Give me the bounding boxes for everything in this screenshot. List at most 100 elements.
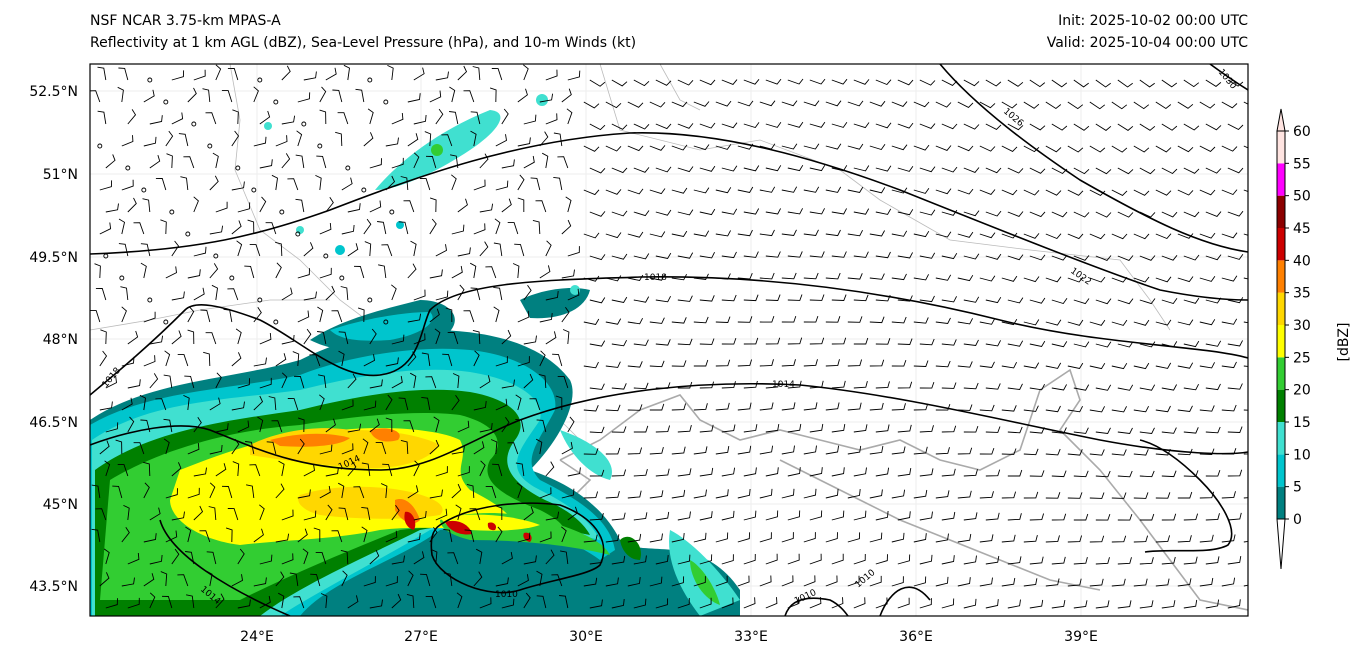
wind-barb: [91, 484, 101, 499]
wind-barb: [1227, 297, 1244, 304]
wind-barb: [143, 533, 157, 543]
wind-barb: [385, 417, 393, 433]
wind-barb: [897, 209, 914, 216]
colorbar-tick-label: 40: [1293, 253, 1311, 269]
wind-barb: [1045, 233, 1062, 240]
wind-barb: [149, 154, 161, 169]
lon-label: 30°E: [569, 629, 603, 645]
wind-barb: [963, 253, 980, 260]
wind-barb: [1161, 513, 1177, 521]
wind-barb: [957, 490, 972, 499]
wind-barb: [244, 265, 255, 279]
wind-barb: [227, 288, 239, 301]
wind-barb: [649, 576, 663, 587]
wind-barb: [765, 553, 778, 565]
wind-barb: [897, 79, 914, 86]
wind-barb: [699, 79, 716, 86]
wind-barb: [671, 317, 687, 324]
wind-barb: [803, 445, 817, 455]
wind-barb: [353, 265, 365, 279]
wind-barb: [1221, 361, 1237, 369]
colorbar-swatch: [1277, 454, 1285, 487]
wind-barb: [677, 597, 690, 609]
wind-barb: [913, 187, 930, 194]
wind-barb: [536, 595, 547, 609]
wind-barb: [545, 549, 555, 565]
wind-barb: [149, 507, 161, 521]
wind-barb: [875, 554, 888, 565]
wind-barb: [1155, 362, 1172, 369]
wind-barb: [611, 123, 628, 130]
wind-barb: [259, 595, 271, 609]
wind-barb: [193, 505, 204, 521]
wind-barb: [1001, 275, 1018, 282]
wind-barb: [187, 442, 200, 455]
wind-barb: [409, 372, 417, 389]
wind-barb: [1177, 362, 1194, 369]
wind-barb: [935, 447, 950, 455]
wind-barb: [1227, 123, 1244, 131]
wind-barb: [1001, 448, 1017, 455]
wind-barb: [121, 397, 133, 411]
wind-barb: [1183, 254, 1200, 261]
wind-barb: [809, 337, 825, 345]
wind-barb: [957, 101, 974, 108]
wind-barb: [303, 510, 317, 521]
wind-barb: [293, 375, 305, 389]
wind-barb: [281, 65, 291, 81]
wind-barb: [495, 526, 503, 543]
wind-barb: [649, 533, 663, 543]
lat-label: 45°N: [43, 497, 78, 513]
wind-barb: [611, 167, 628, 174]
wind-barb: [825, 488, 839, 499]
wind-barb: [1073, 255, 1090, 261]
wind-barb: [825, 316, 841, 323]
wind-barb: [693, 576, 706, 587]
wind-barb: [567, 416, 575, 433]
wind-barb: [121, 135, 134, 147]
calm-wind-circle: [279, 209, 285, 215]
wind-barb: [493, 306, 500, 323]
wind-barb: [985, 296, 1002, 304]
wind-barb: [281, 334, 295, 345]
wind-barb: [1250, 254, 1265, 259]
wind-barb: [677, 424, 692, 433]
isobar-label: 1018: [644, 273, 667, 283]
wind-barb: [985, 426, 1001, 433]
wind-barb: [655, 252, 672, 260]
wind-barb: [831, 122, 848, 128]
wind-barb: [492, 463, 503, 477]
wind-barb: [545, 113, 558, 125]
wind-barb: [385, 137, 399, 147]
wind-barb: [919, 511, 933, 521]
wind-barb: [1133, 319, 1150, 326]
wind-barb: [1139, 513, 1155, 521]
wind-barb: [407, 263, 417, 279]
wind-barb: [869, 144, 886, 151]
wind-barb: [1205, 79, 1222, 87]
wind-barb: [398, 397, 409, 411]
wind-barb: [913, 403, 929, 411]
wind-barb: [649, 274, 666, 281]
wind-barb: [391, 334, 405, 345]
wind-barb: [847, 445, 862, 455]
lon-label: 36°E: [899, 629, 933, 645]
wind-barb: [611, 383, 627, 390]
wind-barb: [523, 155, 535, 169]
wind-barb: [1183, 383, 1199, 391]
wind-barb: [1177, 189, 1194, 196]
wind-barb: [605, 404, 621, 412]
wind-barb: [913, 360, 929, 367]
wind-barb: [781, 100, 798, 107]
wind-barb: [516, 482, 523, 499]
wind-barb: [919, 468, 934, 477]
wind-barb: [737, 402, 752, 411]
wind-barb: [699, 165, 716, 172]
calm-wind-circle: [295, 231, 301, 237]
wind-barb: [583, 448, 599, 455]
wind-barb: [1045, 492, 1061, 499]
wind-barb: [1007, 254, 1024, 261]
wind-barb: [1199, 405, 1215, 412]
wind-barb: [517, 88, 528, 103]
wind-barb: [671, 489, 686, 499]
